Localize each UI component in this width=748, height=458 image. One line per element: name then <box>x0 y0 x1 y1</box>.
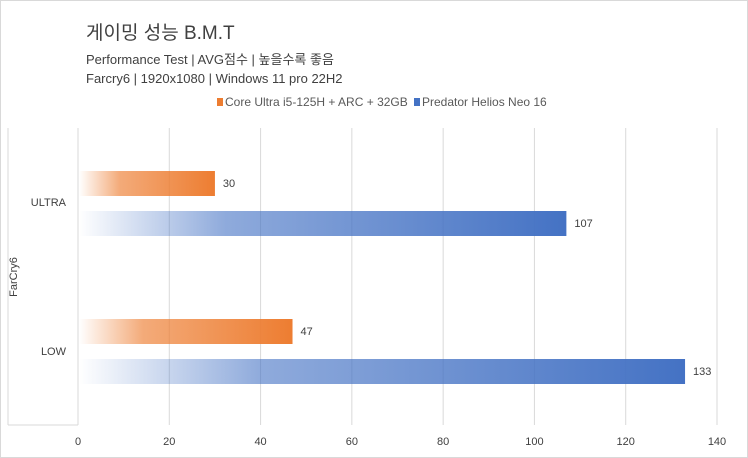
category-label-ultra: ULTRA <box>31 197 67 209</box>
bar-ultra-series-2 <box>79 211 567 236</box>
x-tick-label: 120 <box>617 436 635 448</box>
legend-swatch <box>217 98 223 106</box>
x-tick-label: 80 <box>437 436 449 448</box>
bar-ultra-series-1 <box>79 171 215 196</box>
category-label-low: LOW <box>41 346 67 358</box>
chart-title: 게이밍 성능 B.M.T <box>86 23 235 44</box>
data-label: 47 <box>301 326 313 338</box>
legend-item-series-2: Predator Helios Neo 16 <box>414 95 547 109</box>
x-tick-label: 100 <box>525 436 543 448</box>
data-label: 107 <box>574 218 592 230</box>
x-tick-label: 20 <box>163 436 175 448</box>
chart-subtitle-1: Performance Test | AVG점수 | 높을수록 좋음 <box>86 52 334 67</box>
x-tick-label: 60 <box>346 436 358 448</box>
x-tick-label: 0 <box>75 436 81 448</box>
legend-item-series-1: Core Ultra i5-125H + ARC + 32GB <box>217 95 408 109</box>
group-label: FarCry6 <box>8 257 20 297</box>
data-label: 133 <box>693 366 711 378</box>
legend-label: Predator Helios Neo 16 <box>422 95 547 109</box>
bar-low-series-2 <box>79 359 686 384</box>
legend-label: Core Ultra i5-125H + ARC + 32GB <box>225 95 408 109</box>
x-tick-label: 40 <box>254 436 266 448</box>
data-label: 30 <box>223 178 235 190</box>
x-tick-label: 140 <box>708 436 726 448</box>
legend-swatch <box>414 98 420 106</box>
chart-subtitle-2: Farcry6 | 1920x1080 | Windows 11 pro 22H… <box>86 71 343 86</box>
bar-low-series-1 <box>79 319 293 344</box>
